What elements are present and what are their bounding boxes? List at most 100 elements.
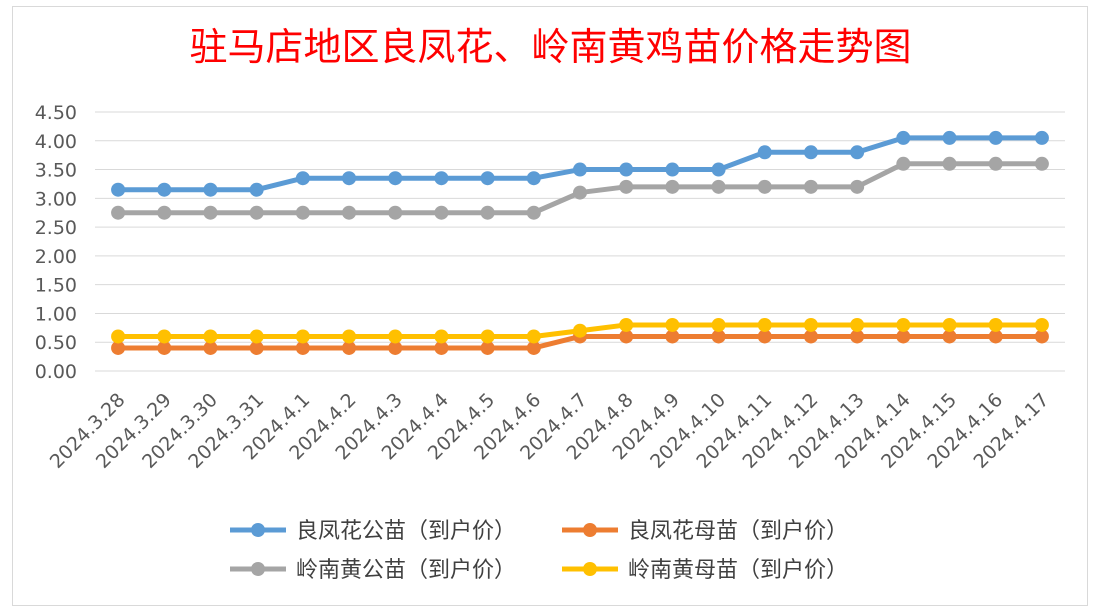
y-axis-ticks: 0.00 0.50 1.00 1.50 2.00 2.50 3.00 3.50 4.00 4.50 (35, 102, 77, 383)
data-point (757, 317, 772, 332)
data-point (619, 317, 634, 332)
data-point (480, 329, 495, 344)
data-point (896, 317, 911, 332)
data-point (434, 340, 449, 355)
legend-label: 岭南黄母苗（到户价） (628, 558, 848, 583)
data-point (388, 171, 403, 186)
legend-item: 岭南黄公苗（到户价） (230, 558, 516, 583)
data-point (157, 329, 172, 344)
y-tick-label: 3.50 (35, 160, 77, 182)
data-point (295, 340, 310, 355)
legend-label: 良凤花公苗（到户价） (296, 519, 516, 544)
data-point (850, 145, 865, 160)
data-point (203, 329, 218, 344)
data-point (203, 205, 218, 220)
data-point (1034, 317, 1049, 332)
data-point (896, 156, 911, 171)
data-point (942, 329, 957, 344)
data-point (249, 340, 264, 355)
data-point (942, 317, 957, 332)
data-point (850, 317, 865, 332)
data-point (896, 130, 911, 145)
data-point (342, 171, 357, 186)
data-point (434, 329, 449, 344)
data-point (342, 340, 357, 355)
data-point (157, 182, 172, 197)
y-tick-label: 1.00 (35, 303, 77, 325)
data-point (988, 130, 1003, 145)
data-point (1034, 329, 1049, 344)
legend-item: 岭南黄母苗（到户价） (562, 558, 848, 583)
legend-label: 良凤花母苗（到户价） (628, 519, 848, 544)
data-point (526, 329, 541, 344)
data-point (757, 329, 772, 344)
data-point (157, 340, 172, 355)
data-point (388, 329, 403, 344)
data-point (249, 329, 264, 344)
data-point (988, 156, 1003, 171)
data-point (295, 171, 310, 186)
chart-card (12, 6, 1088, 606)
data-point (665, 317, 680, 332)
legend-item: 良凤花公苗（到户价） (230, 519, 516, 544)
data-point (480, 340, 495, 355)
data-point (757, 179, 772, 194)
data-point (850, 179, 865, 194)
data-point (619, 162, 634, 177)
data-point (249, 205, 264, 220)
data-point (480, 205, 495, 220)
legend-label: 岭南黄公苗（到户价） (296, 558, 516, 583)
data-point (388, 340, 403, 355)
y-tick-label: 2.50 (35, 217, 77, 239)
data-point (850, 329, 865, 344)
data-point (803, 179, 818, 194)
data-point (388, 205, 403, 220)
data-point (711, 162, 726, 177)
data-point (803, 329, 818, 344)
legend-item: 良凤花母苗（到户价） (562, 519, 848, 544)
data-point (342, 329, 357, 344)
data-point (665, 162, 680, 177)
data-point (111, 329, 126, 344)
data-point (896, 329, 911, 344)
data-point (711, 329, 726, 344)
data-point (295, 329, 310, 344)
data-point (988, 317, 1003, 332)
data-point (619, 179, 634, 194)
data-point (665, 179, 680, 194)
data-point (111, 205, 126, 220)
data-point (111, 340, 126, 355)
y-tick-label: 3.00 (35, 188, 77, 210)
data-point (573, 323, 587, 338)
y-tick-label: 4.50 (35, 102, 77, 124)
data-point (619, 329, 634, 344)
data-point (157, 205, 172, 220)
legend-swatch-marker (251, 562, 265, 576)
data-point (526, 171, 541, 186)
y-tick-label: 0.00 (35, 361, 77, 383)
data-point (203, 340, 218, 355)
data-point (434, 171, 449, 186)
chart-title: 驻马店地区良凤花、岭南黄鸡苗价格走势图 (189, 25, 912, 69)
data-point (295, 205, 310, 220)
data-point (249, 182, 264, 197)
data-point (526, 340, 541, 355)
data-point (526, 205, 541, 220)
data-point (1034, 156, 1049, 171)
legend-swatch-marker (583, 523, 597, 537)
legend: 良凤花公苗（到户价） 良凤花母苗（到户价） 岭南黄公苗（到户价） 岭南黄母苗（到户价） (230, 519, 848, 583)
data-point (480, 171, 495, 186)
y-tick-label: 2.00 (35, 246, 77, 268)
data-point (342, 205, 357, 220)
data-point (111, 182, 126, 197)
data-point (711, 179, 726, 194)
data-point (803, 317, 818, 332)
data-point (203, 182, 218, 197)
y-tick-label: 0.50 (35, 332, 77, 354)
legend-swatch-marker (251, 523, 265, 537)
data-point (1034, 130, 1049, 145)
data-point (988, 329, 1003, 344)
y-tick-label: 4.00 (35, 131, 77, 153)
